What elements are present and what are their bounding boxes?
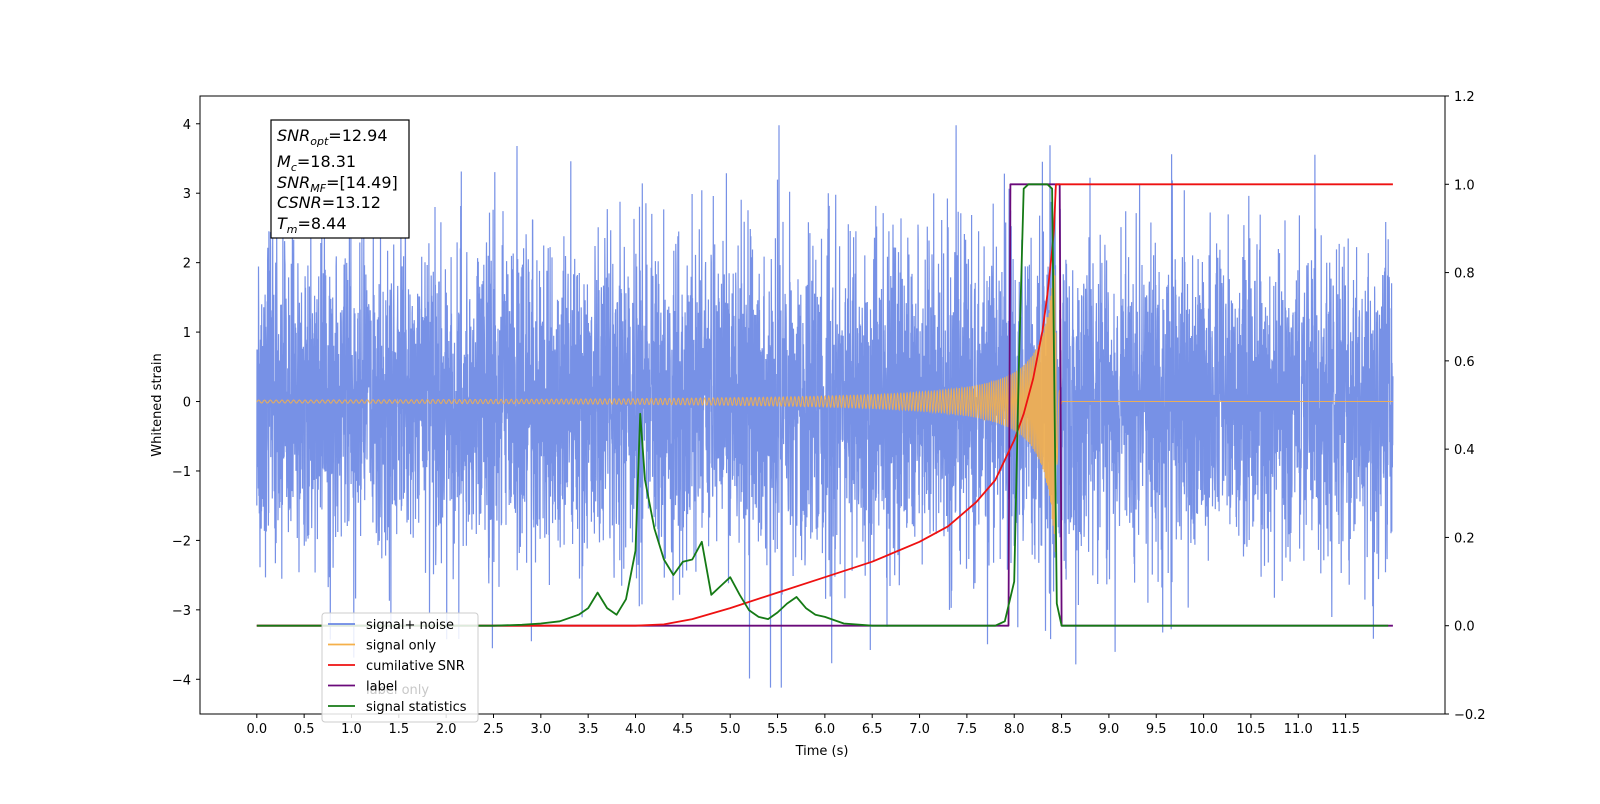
annotation-tm: Tm=8.44 [277, 214, 347, 236]
x-tick-label: 10.0 [1189, 722, 1218, 737]
series-signal-only [256, 269, 1393, 553]
x-tick-label: 6.0 [815, 722, 836, 737]
x-tick-label: 4.5 [673, 722, 694, 737]
x-tick-label: 6.5 [862, 722, 883, 737]
y-right-tick-label: 0.0 [1454, 620, 1475, 635]
x-tick-label: 3.0 [530, 722, 551, 737]
x-tick-label: 5.0 [720, 722, 741, 737]
x-tick-label: 9.0 [1099, 722, 1120, 737]
y-right-tick-label: 0.2 [1454, 531, 1475, 546]
y-tick-label: 2 [183, 257, 191, 272]
legend-label: signal+ noise [366, 618, 454, 633]
annotation-snr-opt: SNRopt=12.94 [277, 126, 388, 148]
x-tick-label: 8.5 [1051, 722, 1072, 737]
annotation-frame [270, 119, 410, 239]
legend-label: signal statistics [366, 700, 467, 715]
legend: label only signal+ noise signal only cumil… [321, 612, 479, 723]
y-tick-label: −1 [172, 465, 191, 480]
y-right-tick-label: 1.0 [1454, 178, 1475, 193]
x-tick-label: 1.0 [341, 722, 362, 737]
x-tick-label: 7.5 [957, 722, 978, 737]
y-axis-label: Whitened strain [150, 353, 165, 456]
x-tick-label: 1.5 [388, 722, 409, 737]
x-tick-label: 9.5 [1146, 722, 1167, 737]
annotation-mc: Mc=18.31 [277, 152, 356, 174]
x-axis: 0.0 0.5 1.0 1.5 2.0 2.5 3.0 3.5 4.0 4.5 5.0 5.5 6.0 6… [246, 714, 1360, 737]
axes-frame [199, 95, 1446, 715]
x-tick-label: 7.0 [909, 722, 930, 737]
annotation-csnr: CSNR=13.12 [277, 193, 381, 212]
y-axis-left: −4 −3 −2 −1 0 1 2 3 4 [172, 118, 200, 688]
x-tick-label: 8.0 [1004, 722, 1025, 737]
plot-lines [256, 125, 1394, 688]
y-right-tick-label: 0.6 [1454, 355, 1475, 370]
x-tick-label: 3.5 [578, 722, 599, 737]
annotation-snr-mf: SNRMF=[14.49] [277, 173, 398, 195]
y-tick-label: −2 [172, 534, 191, 549]
series-cumulative-snr [256, 183, 1393, 627]
y-tick-label: 1 [183, 326, 191, 341]
y-right-tick-label: −0.2 [1454, 708, 1486, 723]
legend-frame [321, 612, 479, 723]
legend-label: cumilative SNR [366, 659, 465, 674]
x-tick-label: 5.5 [767, 722, 788, 737]
series-signal-statistics [256, 183, 1389, 627]
x-tick-label: 0.0 [246, 722, 267, 737]
x-tick-label: 2.0 [436, 722, 457, 737]
y-right-tick-label: 1.2 [1454, 90, 1475, 105]
annotation-box: SNRopt=12.94 Mc=18.31 SNRMF=[14.49] CSNR… [270, 119, 410, 239]
x-tick-label: 4.0 [625, 722, 646, 737]
legend-label: label [366, 680, 397, 695]
legend-label: signal only [366, 639, 436, 654]
x-tick-label: 11.0 [1284, 722, 1313, 737]
y-right-tick-label: 0.4 [1454, 443, 1475, 458]
legend-overlap-text: label only [366, 683, 429, 698]
legend-items: signal+ noise signal only cumilative SNR la… [328, 618, 467, 715]
x-tick-label: 0.5 [294, 722, 315, 737]
x-tick-label: 11.5 [1331, 722, 1360, 737]
y-axis-right: −0.2 0.0 0.2 0.4 0.6 0.8 1.0 1.2 [1445, 90, 1486, 723]
y-tick-label: 4 [183, 118, 191, 133]
y-right-tick-label: 0.8 [1454, 267, 1475, 282]
x-tick-label: 10.5 [1236, 722, 1265, 737]
y-tick-label: 0 [183, 396, 191, 411]
x-axis-label: Time (s) [795, 744, 849, 759]
x-tick-label: 2.5 [483, 722, 504, 737]
y-tick-label: −4 [172, 673, 191, 688]
y-tick-label: 3 [183, 187, 191, 202]
y-tick-label: −3 [172, 604, 191, 619]
